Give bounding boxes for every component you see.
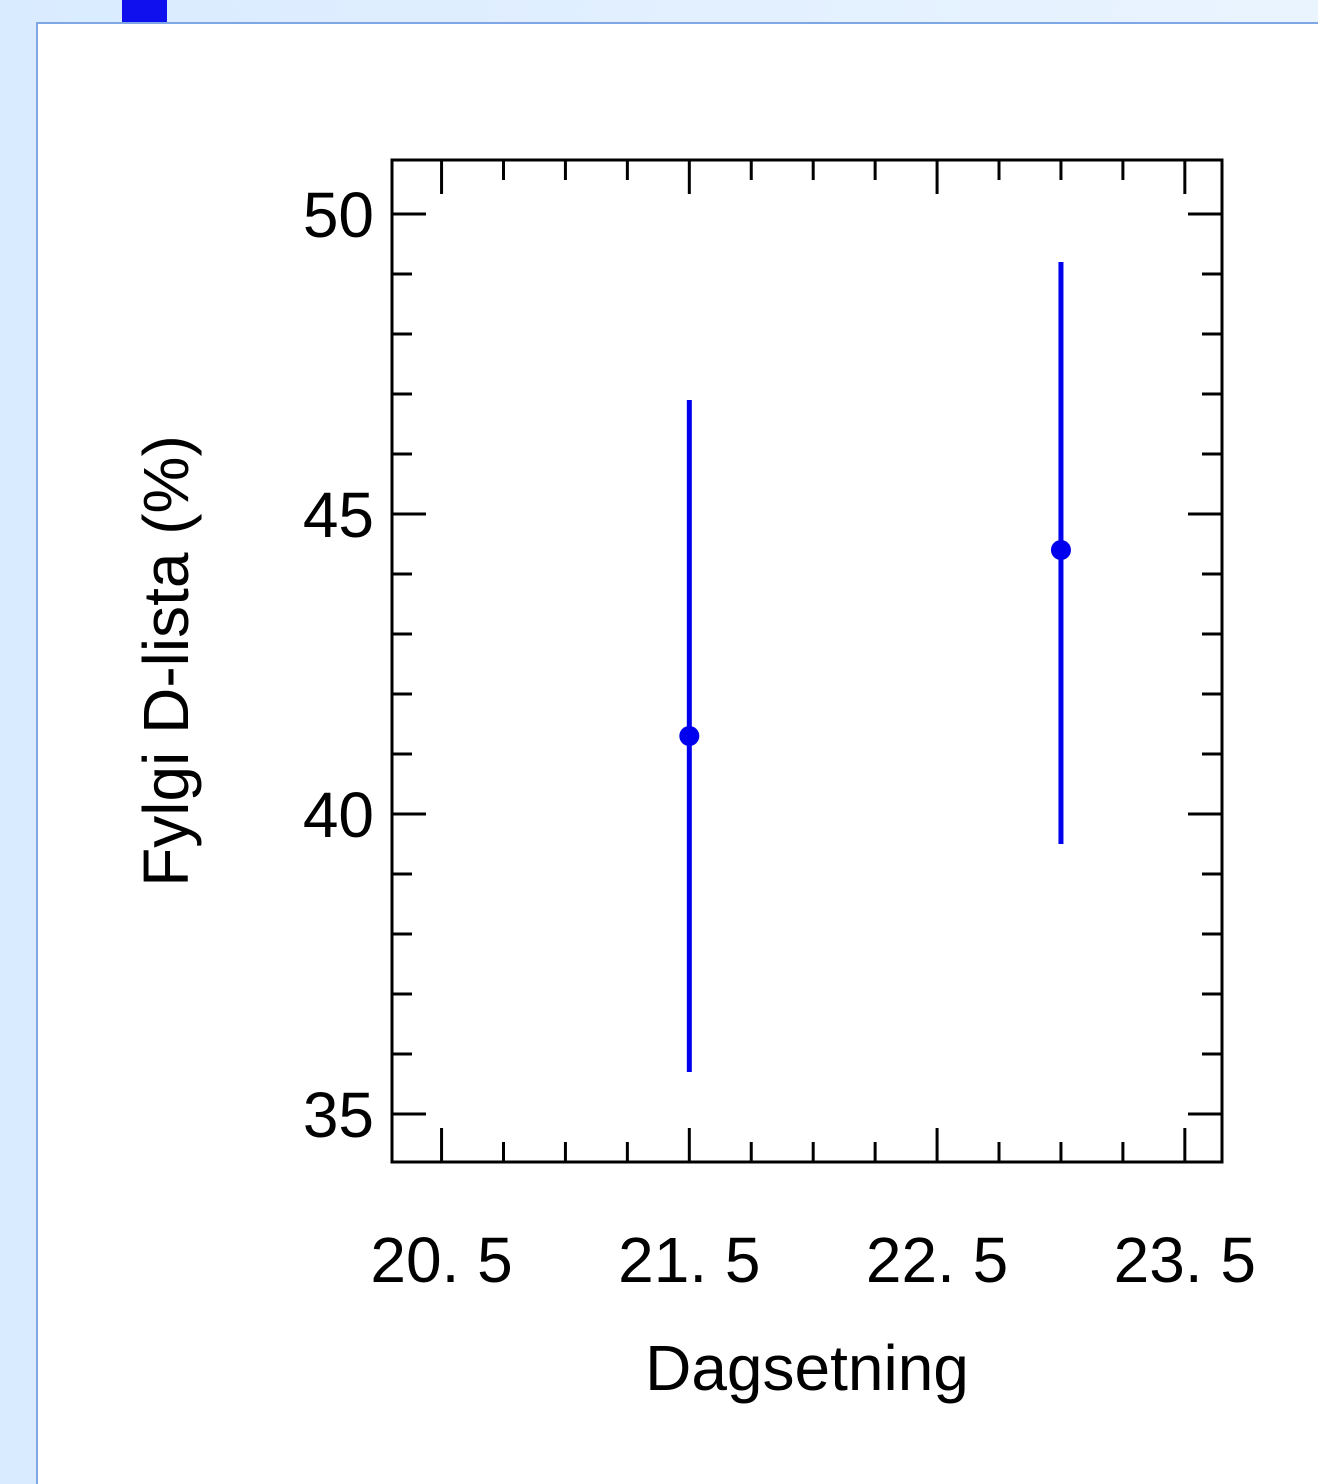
chart-panel: 20. 5 21. 5 22. 5 23. 5 35 40 45 50 Dagsetning… [36, 22, 1318, 1484]
y-tick-labels: 35 40 45 50 [303, 179, 374, 1151]
plot-frame [390, 158, 1224, 1164]
minor-ticks [392, 160, 1222, 1162]
window-marker [122, 0, 167, 24]
series-marks [679, 262, 1071, 1072]
y-tick-label: 40 [303, 779, 374, 851]
x-tick-label: 20. 5 [370, 1224, 512, 1296]
chart: 20. 5 21. 5 22. 5 23. 5 35 40 45 50 Dagsetning… [130, 158, 1256, 1404]
x-tick-labels: 20. 5 21. 5 22. 5 23. 5 [370, 1224, 1256, 1296]
x-tick-label: 22. 5 [866, 1224, 1008, 1296]
major-ticks [392, 160, 1222, 1162]
x-axis-title: Dagsetning [645, 1332, 969, 1404]
data-point [1050, 540, 1071, 560]
data-point [679, 726, 700, 746]
y-tick-label: 35 [303, 1079, 374, 1151]
y-axis-title: Fylgi D-lista (%) [130, 435, 202, 887]
y-tick-label: 45 [303, 479, 374, 551]
x-tick-label: 21. 5 [618, 1224, 760, 1296]
x-tick-label: 23. 5 [1114, 1224, 1256, 1296]
y-tick-label: 50 [303, 179, 374, 251]
